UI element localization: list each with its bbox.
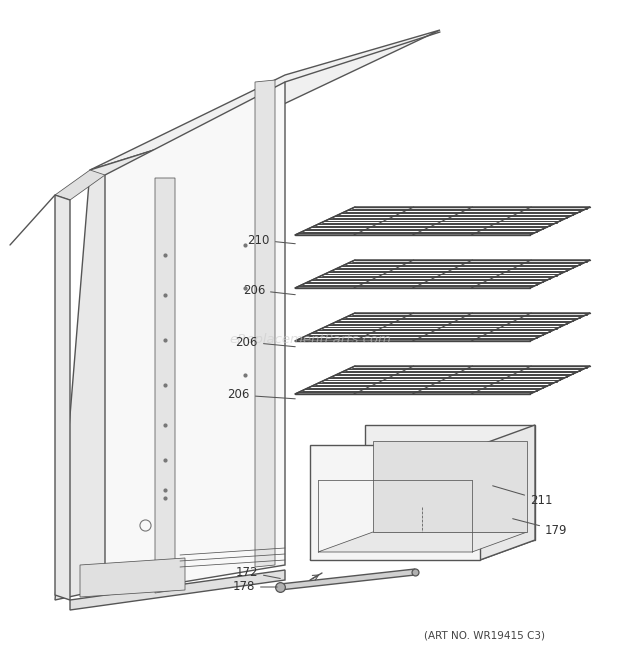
Text: eReplacementParts.com: eReplacementParts.com [229, 334, 391, 346]
Text: 179: 179 [513, 519, 567, 537]
Polygon shape [310, 445, 480, 560]
Text: 206: 206 [228, 389, 295, 401]
Polygon shape [295, 260, 590, 288]
Polygon shape [295, 366, 590, 394]
Text: 211: 211 [493, 486, 552, 506]
Polygon shape [480, 425, 535, 560]
Polygon shape [255, 80, 275, 567]
Polygon shape [105, 82, 285, 595]
Text: 206: 206 [236, 336, 295, 348]
Polygon shape [80, 558, 185, 597]
Text: 172: 172 [236, 566, 280, 578]
Text: (ART NO. WR19415 C3): (ART NO. WR19415 C3) [424, 630, 545, 640]
Polygon shape [318, 532, 527, 552]
Polygon shape [280, 569, 415, 590]
Polygon shape [90, 30, 440, 170]
Text: 210: 210 [247, 233, 295, 247]
Polygon shape [365, 425, 535, 540]
Polygon shape [295, 313, 590, 341]
Polygon shape [55, 195, 70, 600]
Polygon shape [155, 178, 175, 593]
Polygon shape [373, 441, 527, 532]
Polygon shape [55, 120, 250, 600]
Text: 178: 178 [232, 580, 277, 594]
Polygon shape [295, 207, 590, 235]
Polygon shape [55, 170, 105, 200]
Polygon shape [310, 540, 535, 560]
Text: 206: 206 [242, 284, 295, 297]
Polygon shape [70, 570, 285, 610]
